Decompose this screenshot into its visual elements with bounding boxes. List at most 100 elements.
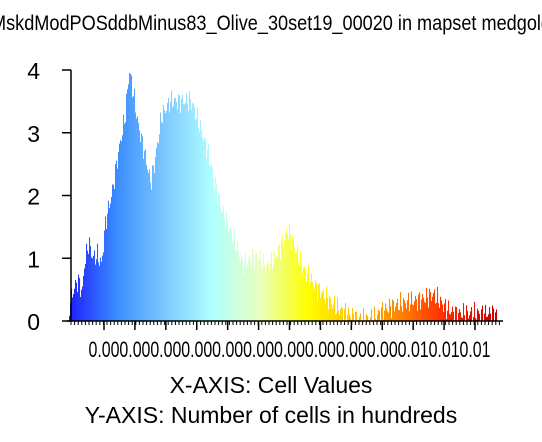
- histogram-bar: [88, 254, 90, 321]
- histogram-bar: [288, 239, 290, 321]
- histogram-bar: [379, 310, 381, 321]
- y-tick-label: 1: [27, 246, 40, 272]
- histogram-bar: [281, 241, 283, 321]
- histogram-bar: [156, 148, 158, 321]
- histogram-bar: [93, 255, 95, 321]
- histogram-bar: [141, 133, 143, 321]
- histogram-bar: [277, 257, 279, 321]
- histogram-bar: [382, 302, 384, 321]
- histogram-bar: [406, 308, 408, 321]
- histogram-bar: [342, 308, 344, 321]
- histogram-bar: [487, 316, 489, 321]
- histogram-bar: [206, 158, 208, 321]
- histogram-bar: [237, 240, 239, 321]
- histogram-bar: [473, 317, 475, 321]
- histogram-bar: [360, 313, 362, 321]
- histogram-bar: [234, 228, 236, 321]
- histogram-bar: [421, 299, 423, 321]
- histogram-bar: [478, 311, 480, 321]
- histogram-bar: [378, 309, 380, 321]
- x-tick-label: 0.00: [336, 337, 367, 362]
- histogram-bar: [190, 99, 192, 321]
- histogram-bar: [489, 307, 491, 321]
- histogram-bar: [282, 234, 284, 321]
- histogram-bar: [493, 308, 495, 321]
- histogram-bar: [304, 266, 306, 321]
- histogram-bar: [359, 316, 361, 321]
- histogram-bar: [336, 313, 338, 321]
- histogram-bar: [202, 137, 204, 321]
- histogram-bar: [214, 188, 216, 321]
- histogram-bar: [92, 258, 94, 321]
- histogram-bar: [428, 307, 430, 321]
- histogram-bar: [236, 251, 238, 321]
- histogram-bar: [326, 286, 328, 321]
- histogram-bar: [371, 308, 373, 321]
- histogram-bar: [259, 259, 261, 321]
- histogram-bar: [131, 75, 133, 321]
- x-axis-tick-labels: 0.00 0.00 0.00 0.00 0.00 0.00 0.00 0.00 0.00 0.00…: [89, 321, 491, 362]
- histogram-bar: [79, 278, 81, 321]
- histogram-bar: [443, 311, 445, 321]
- histogram-bar: [479, 313, 481, 321]
- histogram-bar: [409, 311, 411, 321]
- histogram-bar: [86, 243, 88, 321]
- histogram-bar: [425, 302, 427, 321]
- histogram-bar: [171, 90, 173, 321]
- histogram-bar: [207, 150, 209, 321]
- x-axis-minor-ticks: [70, 321, 500, 325]
- histogram-bar: [144, 150, 146, 321]
- histogram-bar: [97, 243, 99, 321]
- histogram-bar: [107, 213, 109, 321]
- histogram-bar: [248, 257, 250, 321]
- histogram-bar: [353, 314, 355, 321]
- histogram-bar: [416, 299, 418, 321]
- histogram-bar: [110, 203, 112, 321]
- histogram-bar: [126, 93, 128, 321]
- histogram-bar: [104, 230, 106, 321]
- histogram-bar: [245, 253, 247, 321]
- chart-title: MskdModPOSddbMinus83_Olive_30set19_00020…: [0, 12, 542, 35]
- histogram-bar: [334, 296, 336, 321]
- histogram-bar: [239, 257, 241, 321]
- histogram-bar: [492, 305, 494, 321]
- histogram-bar: [212, 168, 214, 321]
- histogram-bar: [469, 315, 471, 321]
- histogram-bar: [455, 306, 457, 321]
- histogram-bar: [352, 308, 354, 321]
- histogram-bar: [482, 305, 484, 321]
- histogram-bar: [254, 269, 256, 321]
- histogram-bar: [253, 255, 255, 321]
- histogram-bar: [398, 310, 400, 321]
- histogram-bar: [316, 283, 318, 321]
- histogram-bar: [113, 184, 115, 321]
- histogram-bar: [291, 249, 293, 321]
- histogram-bar: [83, 275, 85, 321]
- histogram-bar: [81, 289, 83, 321]
- histogram-bar: [432, 296, 434, 321]
- histogram-bar: [185, 102, 187, 321]
- histogram-bar: [439, 307, 441, 321]
- histogram-bar: [438, 303, 440, 321]
- histogram-bar: [184, 104, 186, 321]
- histogram-bar: [242, 258, 244, 321]
- histogram-bar: [150, 182, 152, 321]
- histogram-bar: [109, 207, 111, 321]
- x-tick-label: 0.01: [398, 337, 429, 362]
- histogram-bar: [130, 73, 132, 321]
- histogram-bar: [155, 156, 157, 321]
- histogram-bar: [496, 309, 498, 321]
- histogram-bar: [474, 301, 476, 321]
- histogram-bar: [216, 184, 218, 321]
- histogram-bar: [420, 309, 422, 321]
- x-tick-label: 0.00: [305, 337, 336, 362]
- histogram-bar: [284, 240, 286, 321]
- histogram-bar: [143, 159, 145, 321]
- histogram-bar: [188, 111, 190, 321]
- y-axis-ticks: 0 1 2 3 4: [27, 58, 71, 335]
- histogram-bar: [154, 172, 156, 321]
- histogram-bar: [320, 298, 322, 321]
- histogram-bar: [258, 261, 260, 321]
- histogram-bar: [100, 257, 102, 321]
- histogram-bar: [183, 104, 185, 321]
